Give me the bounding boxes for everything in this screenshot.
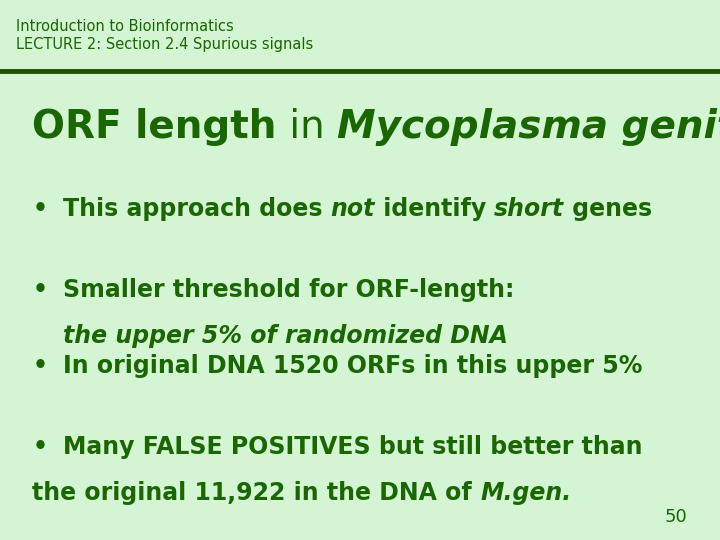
Text: In original DNA 1520 ORFs in this upper 5%: In original DNA 1520 ORFs in this upper … — [63, 354, 642, 377]
Text: identify: identify — [375, 197, 494, 221]
Text: •: • — [32, 197, 48, 221]
Text: in: in — [276, 108, 337, 146]
Text: •: • — [32, 278, 48, 302]
Text: not: not — [330, 197, 375, 221]
Text: •: • — [32, 354, 48, 377]
Text: Introduction to Bioinformatics: Introduction to Bioinformatics — [16, 19, 233, 34]
Text: Smaller threshold for ORF-length:: Smaller threshold for ORF-length: — [63, 278, 514, 302]
Text: short: short — [494, 197, 564, 221]
Text: This approach does: This approach does — [63, 197, 330, 221]
Text: genes: genes — [564, 197, 652, 221]
Text: the upper 5% of randomized DNA: the upper 5% of randomized DNA — [63, 324, 508, 348]
Text: Many FALSE POSITIVES but still better than: Many FALSE POSITIVES but still better th… — [63, 435, 642, 458]
Text: •: • — [32, 435, 48, 458]
Text: M.gen.: M.gen. — [480, 481, 572, 504]
Text: the original 11,922 in the DNA of: the original 11,922 in the DNA of — [32, 481, 480, 504]
Text: ORF length: ORF length — [32, 108, 276, 146]
Text: Mycoplasma genitalium: Mycoplasma genitalium — [337, 108, 720, 146]
Text: LECTURE 2: Section 2.4 Spurious signals: LECTURE 2: Section 2.4 Spurious signals — [16, 37, 313, 52]
Text: 50: 50 — [665, 509, 688, 526]
